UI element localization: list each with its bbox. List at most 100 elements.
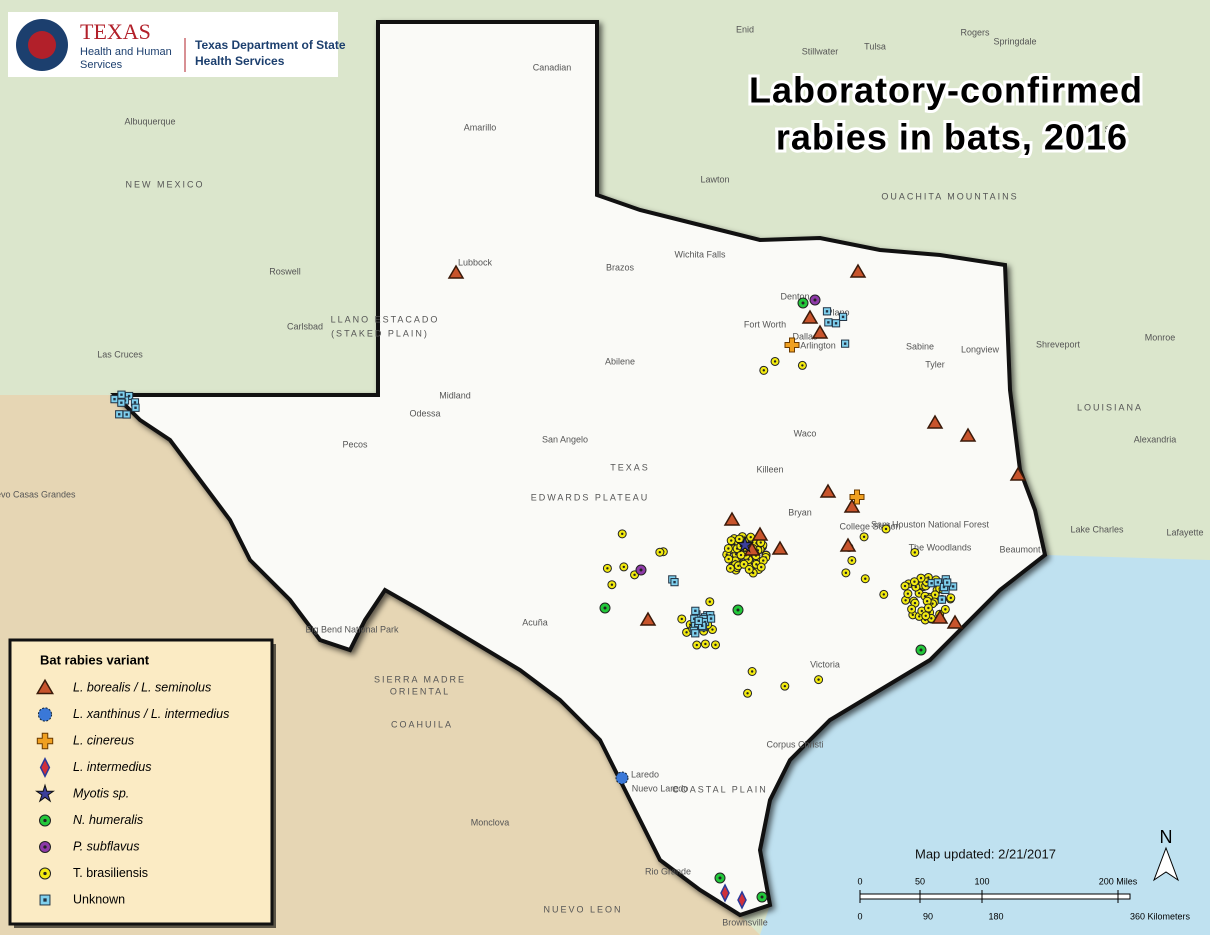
marker-square-center xyxy=(120,401,123,404)
marker-dot-center xyxy=(633,573,636,577)
marker-dot-center xyxy=(911,613,915,617)
legend-label: L. xanthinus / L. intermedius xyxy=(73,707,229,721)
marker-triangle xyxy=(926,414,944,429)
place-label: Odessa xyxy=(409,408,440,418)
marker-dot-center xyxy=(737,564,740,568)
marker-square-center xyxy=(120,393,123,396)
marker-dot-center xyxy=(718,876,722,880)
marker-dot-center xyxy=(752,571,755,575)
marker-square-center xyxy=(930,582,933,585)
place-label: Springdale xyxy=(993,36,1036,46)
marker-square-center xyxy=(43,898,47,902)
legend-title: Bat rabies variant xyxy=(40,652,150,667)
marker-triangle xyxy=(946,614,964,629)
marker-cross xyxy=(784,337,800,353)
place-label: Enid xyxy=(736,24,754,34)
place-label: Brazos xyxy=(606,262,635,272)
marker-dot-center xyxy=(760,895,764,899)
title: Laboratory-confirmed rabies in bats, 201… xyxy=(746,67,1145,161)
logo-department: Texas Department of State xyxy=(195,38,346,52)
marker-square-center xyxy=(127,394,131,398)
scale-label: 180 xyxy=(988,911,1003,921)
logo-agency: Health and Human xyxy=(80,46,172,58)
scale-label: 0 xyxy=(857,911,862,921)
marker-dot-center xyxy=(850,559,854,562)
gulf-of-mexico xyxy=(760,555,1210,935)
place-label: Monroe xyxy=(1145,332,1176,342)
place-label: Denton xyxy=(780,291,809,301)
scale-label: 200 Miles xyxy=(1099,876,1138,886)
place-label: LOUISIANA xyxy=(1077,402,1143,412)
marker-dot-center xyxy=(913,551,917,554)
place-label: Shreveport xyxy=(1036,339,1081,349)
marker-square-center xyxy=(118,413,121,416)
marker-dot-center xyxy=(927,606,930,610)
place-label: Plano xyxy=(826,307,849,317)
marker-burst xyxy=(615,771,629,785)
marker-square-center xyxy=(825,310,829,313)
updated-note: Map updated: 2/21/2017 xyxy=(915,846,1056,861)
marker-dot-center xyxy=(606,567,609,570)
marker-triangle xyxy=(931,609,949,624)
marker-dot-center xyxy=(949,596,953,600)
marker-dot-center xyxy=(884,527,888,531)
place-label: LLANO ESTACADO xyxy=(331,314,440,324)
place-label: NEW MEXICO xyxy=(125,179,204,189)
place-label: Killeen xyxy=(756,464,783,474)
place-label: Dallas xyxy=(792,331,818,341)
marker-dot-center xyxy=(801,301,805,305)
place-label: COASTAL PLAIN xyxy=(672,784,768,794)
place-label: Nuevo Laredo xyxy=(632,783,689,793)
marker-burst xyxy=(37,707,53,722)
marker-dot-center xyxy=(817,678,820,681)
marker-dot-center xyxy=(603,606,607,610)
place-label: Midland xyxy=(439,390,471,400)
marker-triangle xyxy=(723,511,741,526)
marker-triangle xyxy=(959,427,977,442)
place-label: Longview xyxy=(961,344,1000,354)
place-label: EDWARDS PLATEAU xyxy=(531,492,650,502)
case-markers xyxy=(110,263,1027,910)
marker-cross xyxy=(849,489,865,505)
marker-dot-center xyxy=(760,565,763,569)
logo-seal-center xyxy=(28,31,56,59)
place-label: Lawton xyxy=(700,174,729,184)
marker-dot-center xyxy=(746,692,749,695)
marker-square-center xyxy=(942,585,946,589)
north-arrow xyxy=(1152,846,1180,882)
place-label: Wichita Falls xyxy=(674,249,726,259)
marker-dot-center xyxy=(748,568,751,571)
scale-label: 50 xyxy=(915,876,925,886)
place-label: Brownsville xyxy=(722,917,768,927)
place-label: Waco xyxy=(794,428,817,438)
marker-star xyxy=(735,535,755,553)
logo-department: Health Services xyxy=(195,54,285,68)
place-label: Pecos xyxy=(342,439,368,449)
marker-dot-center xyxy=(742,563,746,566)
place-label: OUACHITA MOUNTAINS xyxy=(881,191,1018,201)
marker-dot-center xyxy=(621,532,624,536)
place-label: TEXAS xyxy=(610,462,650,472)
place-label: Arlington xyxy=(800,340,836,350)
place-label: Lubbock xyxy=(458,257,493,267)
marker-dot-center xyxy=(944,608,947,611)
legend-label: N. humeralis xyxy=(73,813,143,827)
marker-dot-center xyxy=(931,602,934,605)
marker-dot-center xyxy=(750,670,754,673)
place-label: Lafayette xyxy=(1166,527,1203,537)
marker-dot-center xyxy=(864,577,867,580)
marker-triangle xyxy=(849,263,867,278)
marker-square-center xyxy=(841,315,845,319)
marker-dot-center xyxy=(924,614,927,617)
place-label: Alexandria xyxy=(1134,434,1177,444)
marker-dot-center xyxy=(729,567,732,570)
marker-square-center xyxy=(125,413,128,416)
marker-dot-center xyxy=(738,537,741,541)
marker-dot-center xyxy=(917,591,921,595)
place-label: Big Bend National Park xyxy=(305,624,399,634)
place-label: Tulsa xyxy=(864,41,886,51)
place-label: NUEVO LEON xyxy=(543,904,622,914)
marker-dot-center xyxy=(730,539,733,542)
marker-triangle xyxy=(639,611,657,626)
